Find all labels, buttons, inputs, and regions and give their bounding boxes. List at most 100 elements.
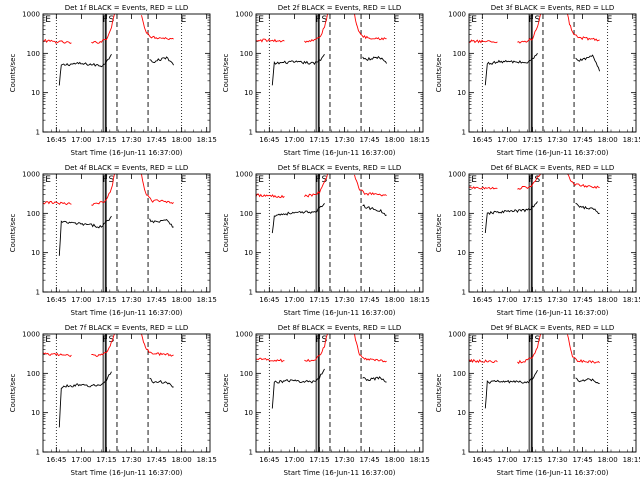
y-axis-label: Counts/sec bbox=[222, 374, 230, 413]
panel-det-9: Det 9f BLACK = Events, RED = LLD Counts/s… bbox=[435, 324, 640, 477]
y-tick-label: 1 bbox=[462, 449, 466, 457]
y-tick-label: 1 bbox=[249, 289, 253, 297]
series-lld-line bbox=[517, 13, 541, 44]
region-marker-e: E bbox=[471, 15, 477, 25]
series-lld-line bbox=[354, 333, 387, 363]
x-tick-label: 17:15 bbox=[522, 136, 542, 144]
y-axis-label: Counts/sec bbox=[222, 214, 230, 253]
x-tick-label: 18:00 bbox=[385, 296, 405, 304]
x-tick-label: 18:00 bbox=[172, 456, 192, 464]
panel-title: Det 3f BLACK = Events, RED = LLD bbox=[491, 4, 614, 12]
x-tick-label: 17:00 bbox=[497, 296, 517, 304]
y-axis-label: Counts/sec bbox=[435, 214, 443, 253]
x-tick-label: 16:45 bbox=[46, 136, 66, 144]
x-tick-label: 18:00 bbox=[172, 136, 192, 144]
y-tick-label: 10 bbox=[31, 409, 40, 417]
series-events-line bbox=[58, 215, 112, 256]
panel-title: Det 6f BLACK = Events, RED = LLD bbox=[491, 164, 614, 172]
x-tick-label: 17:30 bbox=[334, 296, 354, 304]
series-events-line bbox=[271, 53, 325, 86]
y-tick-label: 100 bbox=[453, 370, 466, 378]
x-tick-label: 17:15 bbox=[309, 136, 329, 144]
series-events-line bbox=[362, 55, 387, 64]
series-events-line bbox=[58, 53, 112, 86]
panel-det-7: Det 7f BLACK = Events, RED = LLD Counts/s… bbox=[9, 324, 217, 477]
series-events-line bbox=[149, 56, 174, 66]
plot-frame bbox=[255, 333, 424, 453]
x-tick-label: 16:45 bbox=[259, 136, 279, 144]
plot-frame bbox=[42, 173, 211, 293]
y-tick-label: 1 bbox=[462, 289, 466, 297]
y-tick-label: 1000 bbox=[22, 11, 40, 19]
plot-frame bbox=[468, 13, 637, 133]
y-axis-label: Counts/sec bbox=[222, 54, 230, 93]
series-lld-line bbox=[567, 334, 600, 364]
x-tick-label: 17:15 bbox=[309, 296, 329, 304]
x-axis-label: Start Time (16-Jun-11 16:37:00) bbox=[71, 149, 183, 157]
y-tick-label: 100 bbox=[27, 50, 40, 58]
series-lld-line bbox=[517, 333, 541, 365]
series-lld-line bbox=[354, 174, 387, 197]
series-lld-line bbox=[304, 13, 328, 44]
x-tick-label: 18:00 bbox=[598, 296, 618, 304]
x-tick-label: 18:15 bbox=[623, 136, 640, 144]
series-lld-line bbox=[91, 13, 115, 44]
series-events-line bbox=[271, 368, 325, 409]
plot-frame bbox=[42, 333, 211, 453]
panel-title: Det 2f BLACK = Events, RED = LLD bbox=[278, 4, 401, 12]
series-events-line bbox=[484, 201, 538, 234]
region-marker-e: E bbox=[607, 15, 613, 25]
series-events-line bbox=[362, 204, 387, 217]
x-tick-label: 17:45 bbox=[572, 456, 592, 464]
region-marker-f: F bbox=[528, 175, 533, 185]
y-tick-label: 100 bbox=[453, 50, 466, 58]
x-tick-label: 17:45 bbox=[146, 296, 166, 304]
x-tick-label: 17:00 bbox=[71, 456, 91, 464]
x-tick-label: 18:15 bbox=[410, 136, 430, 144]
series-lld-line bbox=[141, 333, 174, 357]
x-tick-label: 17:45 bbox=[359, 136, 379, 144]
plot-frame bbox=[468, 333, 637, 453]
y-tick-label: 1000 bbox=[235, 11, 253, 19]
x-tick-label: 18:15 bbox=[623, 296, 640, 304]
series-lld-line bbox=[304, 333, 328, 362]
series-lld-line bbox=[91, 173, 115, 206]
x-axis-label: Start Time (16-Jun-11 16:37:00) bbox=[497, 149, 609, 157]
x-tick-label: 17:00 bbox=[284, 456, 304, 464]
region-marker-e: E bbox=[471, 335, 477, 345]
y-tick-label: 1 bbox=[249, 129, 253, 137]
x-tick-label: 17:15 bbox=[96, 456, 116, 464]
x-axis-label: Start Time (16-Jun-11 16:37:00) bbox=[71, 469, 183, 477]
x-axis-label: Start Time (16-Jun-11 16:37:00) bbox=[284, 469, 396, 477]
x-tick-label: 18:00 bbox=[385, 456, 405, 464]
series-lld-line bbox=[304, 173, 328, 198]
y-tick-label: 1000 bbox=[235, 331, 253, 339]
region-marker-e: E bbox=[394, 335, 400, 345]
y-tick-label: 10 bbox=[244, 249, 253, 257]
y-tick-label: 10 bbox=[31, 249, 40, 257]
panel-title: Det 4f BLACK = Events, RED = LLD bbox=[65, 164, 188, 172]
x-tick-label: 17:30 bbox=[547, 456, 567, 464]
x-tick-label: 16:45 bbox=[259, 456, 279, 464]
region-marker-s: S bbox=[108, 335, 114, 345]
y-tick-label: 100 bbox=[27, 370, 40, 378]
y-tick-label: 100 bbox=[240, 370, 253, 378]
series-events-line bbox=[484, 53, 538, 86]
x-tick-label: 16:45 bbox=[472, 456, 492, 464]
x-tick-label: 17:30 bbox=[547, 136, 567, 144]
series-lld-line bbox=[42, 201, 72, 206]
y-tick-label: 100 bbox=[27, 210, 40, 218]
y-tick-label: 1 bbox=[36, 129, 40, 137]
region-marker-e: E bbox=[258, 175, 264, 185]
series-lld-line bbox=[567, 173, 600, 190]
region-marker-s: S bbox=[534, 15, 540, 25]
x-tick-label: 16:45 bbox=[472, 296, 492, 304]
x-tick-label: 18:15 bbox=[197, 456, 217, 464]
region-marker-f: F bbox=[528, 15, 533, 25]
series-lld-line bbox=[42, 38, 72, 44]
x-tick-label: 17:15 bbox=[96, 296, 116, 304]
series-lld-line bbox=[141, 15, 174, 41]
y-tick-label: 1 bbox=[36, 289, 40, 297]
series-events-line bbox=[271, 203, 325, 234]
